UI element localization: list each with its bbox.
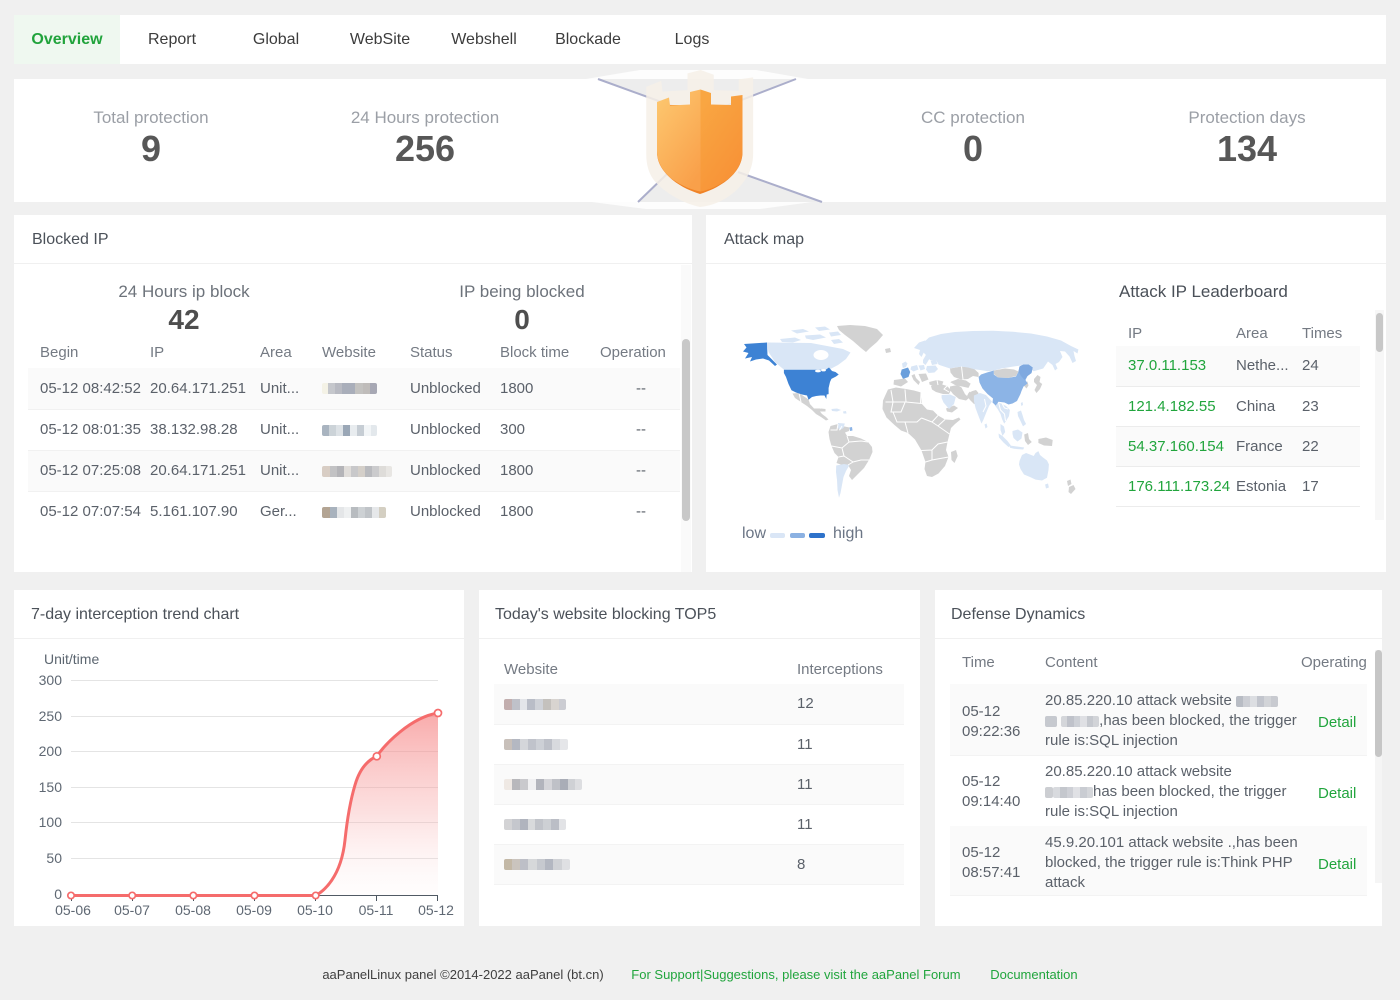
svg-text:05-08: 05-08 — [175, 902, 211, 918]
svg-text:Unit/time: Unit/time — [44, 651, 99, 667]
svg-text:50: 50 — [46, 850, 62, 866]
svg-text:300: 300 — [39, 672, 63, 688]
svg-text:05-06: 05-06 — [55, 902, 91, 918]
svg-text:0: 0 — [54, 886, 62, 902]
svg-text:05-12: 05-12 — [418, 902, 454, 918]
svg-text:150: 150 — [39, 779, 63, 795]
svg-text:250: 250 — [39, 708, 63, 724]
svg-text:05-11: 05-11 — [359, 902, 394, 918]
svg-text:05-07: 05-07 — [114, 902, 150, 918]
svg-text:05-09: 05-09 — [236, 902, 272, 918]
svg-text:200: 200 — [39, 743, 63, 759]
svg-text:05-10: 05-10 — [297, 902, 333, 918]
svg-text:100: 100 — [39, 814, 63, 830]
